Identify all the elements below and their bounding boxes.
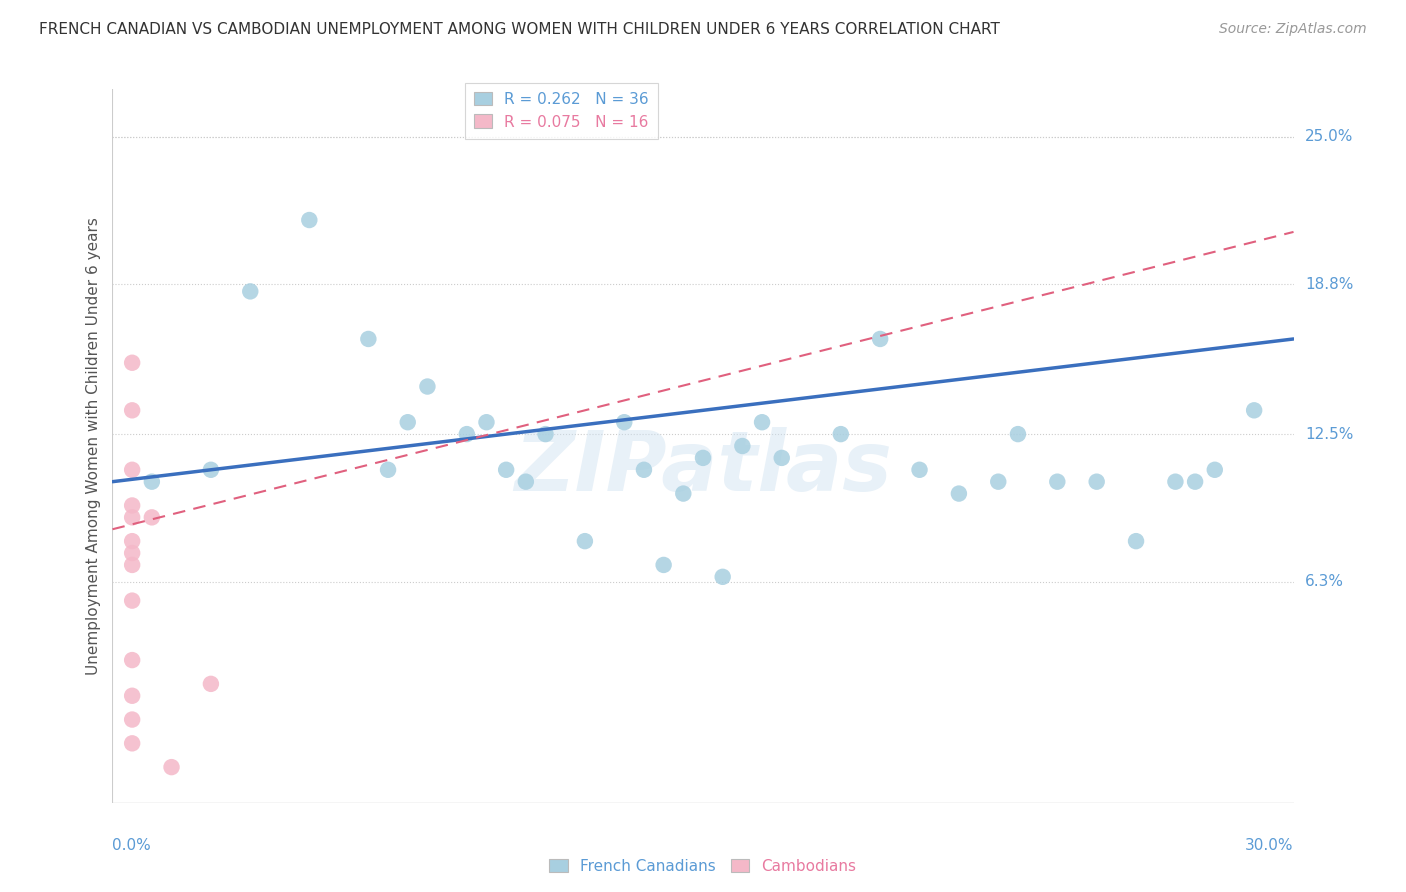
Point	[121, 356, 143, 370]
Point	[1125, 534, 1147, 549]
Point	[692, 450, 714, 465]
Point	[1204, 463, 1226, 477]
Text: 6.3%: 6.3%	[1305, 574, 1344, 589]
Point	[1243, 403, 1265, 417]
Point	[869, 332, 891, 346]
Text: Source: ZipAtlas.com: Source: ZipAtlas.com	[1219, 22, 1367, 37]
Text: FRENCH CANADIAN VS CAMBODIAN UNEMPLOYMENT AMONG WOMEN WITH CHILDREN UNDER 6 YEAR: FRENCH CANADIAN VS CAMBODIAN UNEMPLOYMEN…	[39, 22, 1000, 37]
Point	[1164, 475, 1187, 489]
Y-axis label: Unemployment Among Women with Children Under 6 years: Unemployment Among Women with Children U…	[86, 217, 101, 675]
Point	[751, 415, 773, 429]
Point	[515, 475, 537, 489]
Legend: R = 0.262   N = 36, R = 0.075   N = 16: R = 0.262 N = 36, R = 0.075 N = 16	[464, 83, 658, 138]
Point	[357, 332, 380, 346]
Point	[495, 463, 517, 477]
Point	[1184, 475, 1206, 489]
Point	[652, 558, 675, 572]
Point	[121, 534, 143, 549]
Point	[121, 736, 143, 750]
Point	[908, 463, 931, 477]
Point	[731, 439, 754, 453]
Point	[121, 499, 143, 513]
Point	[672, 486, 695, 500]
Point	[121, 510, 143, 524]
Text: 0.0%: 0.0%	[112, 838, 152, 854]
Point	[613, 415, 636, 429]
Point	[141, 475, 163, 489]
Point	[770, 450, 793, 465]
Point	[633, 463, 655, 477]
Point	[121, 546, 143, 560]
Text: 18.8%: 18.8%	[1305, 277, 1354, 292]
Point	[574, 534, 596, 549]
Text: 25.0%: 25.0%	[1305, 129, 1354, 145]
Point	[396, 415, 419, 429]
Point	[534, 427, 557, 442]
Legend: French Canadians, Cambodians: French Canadians, Cambodians	[543, 853, 863, 880]
Point	[121, 403, 143, 417]
Point	[456, 427, 478, 442]
Point	[121, 689, 143, 703]
Point	[416, 379, 439, 393]
Point	[298, 213, 321, 227]
Point	[1007, 427, 1029, 442]
Point	[121, 713, 143, 727]
Point	[200, 463, 222, 477]
Point	[160, 760, 183, 774]
Point	[121, 558, 143, 572]
Text: 12.5%: 12.5%	[1305, 426, 1354, 442]
Point	[1046, 475, 1069, 489]
Point	[121, 653, 143, 667]
Point	[121, 463, 143, 477]
Point	[830, 427, 852, 442]
Point	[987, 475, 1010, 489]
Point	[1085, 475, 1108, 489]
Point	[121, 593, 143, 607]
Text: 30.0%: 30.0%	[1246, 838, 1294, 854]
Point	[377, 463, 399, 477]
Point	[711, 570, 734, 584]
Point	[948, 486, 970, 500]
Point	[200, 677, 222, 691]
Point	[141, 510, 163, 524]
Text: ZIPatlas: ZIPatlas	[515, 427, 891, 508]
Point	[239, 285, 262, 299]
Point	[475, 415, 498, 429]
